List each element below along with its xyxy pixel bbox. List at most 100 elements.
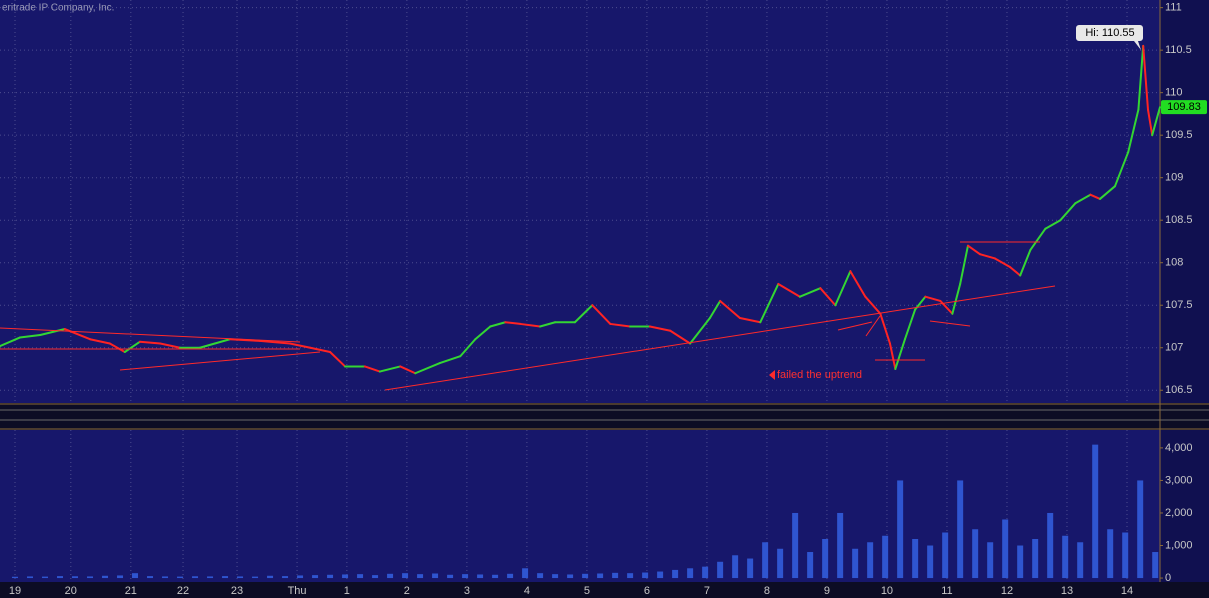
price-segment bbox=[894, 338, 906, 370]
hi-label: Hi: 110.55 bbox=[1085, 27, 1134, 39]
price-segment bbox=[689, 316, 711, 345]
x-tick-label: 9 bbox=[824, 585, 830, 597]
x-tick-label: 11 bbox=[941, 585, 952, 597]
volume-bar bbox=[1137, 480, 1144, 579]
price-axis-bg bbox=[1160, 0, 1209, 403]
price-segment bbox=[363, 365, 381, 373]
y-tick-label: 3,000 bbox=[1165, 474, 1193, 486]
price-segment bbox=[459, 338, 477, 358]
price-segment bbox=[1137, 44, 1145, 111]
x-tick-label: 19 bbox=[9, 585, 21, 597]
volume-bar bbox=[537, 573, 544, 579]
price-segment bbox=[648, 325, 672, 332]
marks: 109.83 bbox=[0, 44, 1207, 579]
price-segment bbox=[719, 299, 741, 319]
volume-bar bbox=[792, 512, 799, 579]
volume-bar bbox=[342, 574, 349, 579]
price-segment bbox=[834, 270, 852, 307]
last-price-label: 109.83 bbox=[1167, 101, 1201, 113]
arrow bbox=[837, 321, 873, 331]
volume-bar bbox=[267, 575, 274, 579]
y-tick-label: 108 bbox=[1165, 257, 1183, 269]
volume-bar bbox=[867, 542, 874, 579]
volume-bar bbox=[1032, 539, 1039, 579]
volume-bar bbox=[672, 569, 679, 579]
price-segment bbox=[993, 257, 1011, 268]
price-segment bbox=[438, 355, 462, 365]
volume-bar bbox=[432, 573, 439, 579]
x-tick-label: 21 bbox=[125, 585, 137, 597]
volume-bar bbox=[807, 552, 814, 579]
price-segment bbox=[519, 322, 542, 328]
price-segment bbox=[669, 329, 692, 345]
y-tick-label: 0 bbox=[1165, 572, 1171, 584]
volume-bar bbox=[297, 575, 304, 579]
volume-bar bbox=[762, 542, 769, 579]
volume-bar bbox=[837, 512, 844, 579]
volume-bar bbox=[1152, 552, 1159, 579]
volume-bar bbox=[567, 574, 574, 579]
volume-bar bbox=[717, 561, 724, 579]
x-tick-label: 12 bbox=[1001, 585, 1013, 597]
trendline bbox=[0, 327, 301, 343]
x-tick-label: 3 bbox=[464, 585, 470, 597]
price-segment bbox=[539, 321, 557, 328]
price-segment bbox=[1019, 248, 1032, 277]
volume-bar bbox=[927, 545, 934, 579]
price-segment bbox=[1127, 108, 1140, 154]
volume-bar bbox=[357, 574, 364, 579]
volume-bar bbox=[747, 558, 754, 579]
volume-bar bbox=[237, 576, 244, 579]
price-segment bbox=[18, 333, 42, 339]
price-segment bbox=[1098, 185, 1116, 200]
volume-bar bbox=[27, 576, 34, 579]
price-segment bbox=[573, 304, 594, 324]
volume-bar bbox=[687, 568, 694, 579]
price-segment bbox=[309, 346, 332, 353]
volume-bar bbox=[582, 573, 589, 579]
volume-bar bbox=[507, 573, 514, 579]
x-tick-label: Thu bbox=[288, 585, 307, 597]
volume-axis-bg bbox=[1160, 430, 1209, 582]
x-axis-bg bbox=[0, 582, 1209, 598]
price-segment bbox=[738, 316, 762, 324]
volume-bar bbox=[102, 575, 109, 579]
price-segment bbox=[1029, 227, 1047, 251]
volume-bar bbox=[1077, 542, 1084, 579]
price-segment bbox=[1113, 151, 1130, 188]
price-segment bbox=[159, 342, 182, 349]
price-segment bbox=[228, 338, 261, 342]
y-tick-label: 110.5 bbox=[1165, 44, 1192, 56]
volume-bar bbox=[192, 576, 199, 579]
price-segment bbox=[966, 244, 981, 256]
volume-bar bbox=[987, 542, 994, 579]
price-segment bbox=[1059, 202, 1077, 222]
price-segment bbox=[864, 295, 882, 315]
annotation: failed the uptrend bbox=[777, 369, 862, 381]
price-segment bbox=[879, 312, 891, 345]
price-segment bbox=[924, 295, 942, 302]
price-segment bbox=[1008, 265, 1022, 277]
x-tick-label: 8 bbox=[764, 585, 770, 597]
volume-bar bbox=[387, 573, 394, 579]
y-tick-label: 1,000 bbox=[1165, 539, 1193, 551]
trendline bbox=[384, 285, 1056, 391]
volume-bar bbox=[957, 480, 964, 579]
volume-bar bbox=[627, 573, 634, 579]
volume-bar bbox=[1047, 512, 1054, 579]
price-segment bbox=[1142, 44, 1149, 111]
hi-callout: Hi: 110.55 bbox=[1076, 25, 1143, 50]
volume-bar bbox=[897, 480, 904, 579]
x-tick-label: 13 bbox=[1061, 585, 1073, 597]
volume-bar bbox=[222, 576, 229, 579]
price-segment bbox=[759, 282, 780, 324]
price-segment bbox=[378, 365, 402, 373]
trendline bbox=[119, 351, 321, 371]
annotation-marker bbox=[769, 370, 775, 380]
last-price-box bbox=[1161, 100, 1207, 115]
price-segment bbox=[489, 321, 507, 328]
x-tick-label: 7 bbox=[704, 585, 710, 597]
y-tick-label: 106.5 bbox=[1165, 384, 1193, 396]
price-segment bbox=[329, 350, 347, 368]
